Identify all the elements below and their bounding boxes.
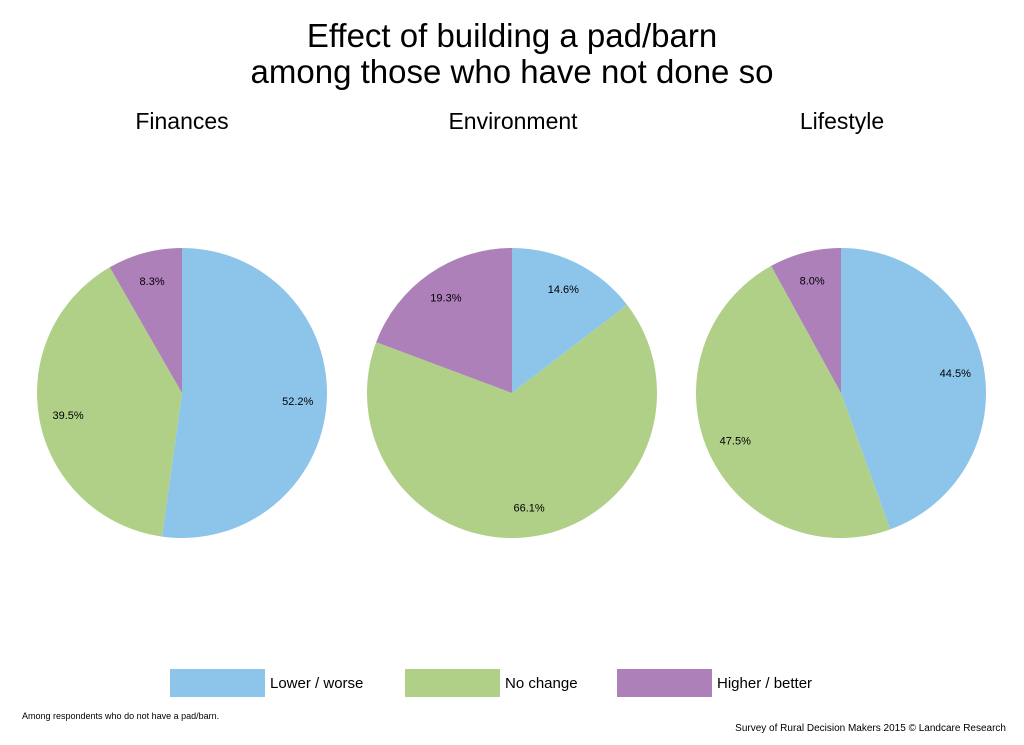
pie-slice-lifestyle-lower [841,248,986,530]
pie-label-finances-nochange: 39.5% [53,410,84,422]
pie-slice-environment-higher [376,247,512,393]
legend-label-lower: Lower / worse [270,675,364,692]
chart-title-line-2: among those who have not done so [250,53,774,90]
pie-panel-environment: Environment 14.6% 66.1% 19.3% [348,108,678,568]
pie-slice-finances-nochange [36,267,182,537]
legend-swatch-nochange [405,669,500,697]
pie-chart-environment: 14.6% 66.1% 19.3% [367,247,657,538]
source-credit: Survey of Rural Decision Makers 2015 © L… [735,723,1006,734]
pie-slice-finances-lower [162,248,327,538]
pie-slice-environment-nochange [367,304,657,538]
pie-title-environment: Environment [448,108,578,134]
chart-title: Effect of building a pad/barn among thos… [0,18,1024,90]
legend-label-higher: Higher / better [717,675,813,692]
legend-label-nochange: No change [505,675,578,692]
pie-panel-lifestyle: Lifestyle 44.5% 47.5% 8.0% [677,108,1007,568]
chart-title-line-1: Effect of building a pad/barn [306,17,718,54]
pie-chart-finances: 52.2% 39.5% 8.3% [36,248,327,538]
pie-label-finances-lower: 52.2% [282,396,313,408]
pie-chart-lifestyle: 44.5% 47.5% 8.0% [696,248,986,538]
legend-swatch-lower [170,669,265,697]
pie-label-environment-nochange: 66.1% [513,503,544,515]
pie-slice-environment-lower [512,248,628,393]
pie-slice-lifestyle-higher [771,248,841,393]
pie-label-lifestyle-nochange: 47.5% [720,436,751,448]
legend-swatch-higher [617,669,712,697]
pie-panel-finances: Finances 52.2% 39.5% 8.3% [17,108,347,568]
pie-slice-lifestyle-nochange [696,265,891,538]
legend: Lower / worse No change Higher / better [0,669,1024,697]
pie-label-lifestyle-higher: 8.0% [800,276,825,288]
footnote: Among respondents who do not have a pad/… [22,711,220,721]
pie-slice-finances-higher [109,248,182,393]
pie-label-finances-higher: 8.3% [140,276,165,288]
pie-label-lifestyle-lower: 44.5% [940,368,971,380]
pie-label-environment-higher: 19.3% [430,293,461,305]
pie-label-environment-lower: 14.6% [548,284,579,296]
pie-title-finances: Finances [135,108,229,134]
pie-title-lifestyle: Lifestyle [799,108,885,134]
